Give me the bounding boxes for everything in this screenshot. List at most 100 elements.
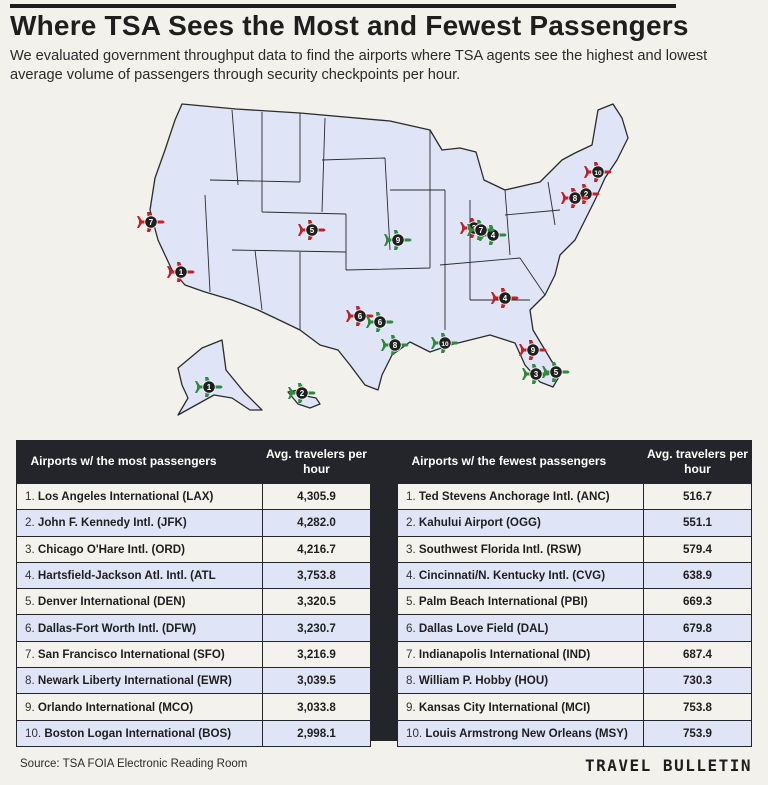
airport-name: San Francisco International (SFO) [37, 647, 225, 661]
fewest-travelers-value: 638.9 [643, 561, 752, 590]
airport-name: Dallas Love Field (DAL) [418, 621, 549, 635]
airport-marker-bos: 10 [584, 162, 612, 182]
rank-number: 6. [25, 621, 35, 635]
most-row: 9. Orlando International (MCO) 3,033.8 [16, 693, 371, 721]
rank-badge [391, 233, 405, 247]
fewest-row: 10. Louis Armstrong New Orleans (MSY) 753… [397, 719, 752, 747]
fewest-travelers-value: 579.4 [643, 535, 752, 563]
rank-badge [498, 291, 512, 305]
most-airport-cell: 2. John F. Kennedy Intl. (JFK) [16, 509, 263, 537]
most-travelers-value: 3,230.7 [262, 614, 371, 642]
page-subtitle: We evaluated government throughput data … [10, 48, 708, 83]
us-airport-map: 1234567891012345678910 [137, 103, 629, 416]
rank-label: 8 [573, 194, 578, 203]
most-airport-cell: 3. Chicago O'Hare Intl. (ORD) [16, 535, 263, 563]
rank-badge [529, 367, 543, 381]
fewest-header-name: Airports w/ the fewest passengers [397, 440, 644, 484]
airport-name: Palm Beach International (PBI) [418, 595, 588, 609]
rank-number: 10. [25, 726, 42, 740]
rank-badge [144, 215, 158, 229]
airport-marker-sfo: 7 [137, 212, 165, 232]
airport-marker-mci: 9 [384, 230, 412, 250]
most-travelers-value: 2,998.1 [262, 719, 371, 747]
most-travelers-value: 3,039.5 [262, 667, 371, 695]
airport-marker-msy: 10 [431, 333, 459, 353]
most-row: 7. San Francisco International (SFO) 3,21… [16, 640, 371, 669]
fewest-airport-cell: 3. Southwest Florida Intl. (RSW) [397, 535, 644, 563]
airport-name: Denver International (DEN) [37, 595, 186, 609]
fewest-travelers-value: 669.3 [643, 588, 752, 616]
most-airport-cell: 9. Orlando International (MCO) [16, 693, 263, 721]
rank-number: 4. [406, 569, 416, 583]
fewest-travelers-value: 551.1 [643, 509, 752, 537]
airport-name: Dallas-Fort Worth Intl. (DFW) [37, 621, 197, 635]
rank-label: 4 [503, 294, 508, 303]
title-rule [10, 4, 676, 8]
source-note: Source: TSA FOIA Electronic Reading Room [20, 758, 248, 770]
most-airport-cell: 4. Hartsfield-Jackson Atl. Intl. (ATL [16, 561, 263, 590]
rank-label: 10 [441, 341, 449, 348]
fewest-row: 4. Cincinnati/N. Kentucky Intl. (CVG) 638… [397, 561, 752, 590]
most-header-name: Airports w/ the most passengers [16, 440, 263, 484]
rank-label: 9 [531, 346, 536, 355]
fewest-airport-cell: 8. William P. Hobby (HOU) [397, 667, 644, 695]
rank-label: 6 [378, 318, 383, 327]
rank-badge [474, 223, 488, 237]
rank-label: 1 [207, 383, 212, 392]
fewest-airport-cell: 9. Kansas City International (MCI) [397, 693, 644, 721]
fewest-header-value: Avg. travelers per hour [643, 440, 752, 484]
rank-label: 7 [479, 226, 484, 235]
rank-number: 1. [25, 490, 35, 504]
airport-name: Chicago O'Hare Intl. (ORD) [37, 542, 185, 556]
rank-badge [438, 336, 452, 350]
alaska-shape [177, 339, 263, 416]
fewest-travelers-value: 753.8 [643, 693, 752, 721]
rankings-tables: Airports w/ the most passengers Avg. tra… [16, 440, 752, 747]
airport-marker-atl: 4 [491, 288, 519, 308]
airport-marker-den: 5 [298, 220, 326, 240]
fewest-row: 1. Ted Stevens Anchorage Intl. (ANC) 516.… [397, 482, 752, 511]
fewest-row: 7. Indianapolis International (IND) 687.4 [397, 640, 752, 669]
rank-label: 2 [300, 389, 305, 398]
airport-marker-mco: 9 [519, 340, 547, 360]
most-travelers-value: 3,216.9 [262, 640, 371, 669]
rank-badge [388, 338, 402, 352]
most-row: 6. Dallas-Fort Worth Intl. (DFW) 3,230.7 [16, 614, 371, 642]
rank-badge [568, 191, 582, 205]
airport-name: Boston Logan International (BOS) [44, 726, 232, 740]
rank-label: 5 [554, 368, 559, 377]
most-travelers-value: 4,216.7 [262, 535, 371, 563]
most-row: 3. Chicago O'Hare Intl. (ORD) 4,216.7 [16, 535, 371, 563]
airport-name: John F. Kennedy Intl. (JFK) [37, 516, 187, 530]
rank-number: 6. [406, 621, 416, 635]
airport-name: Kansas City International (MCI) [418, 700, 591, 714]
most-airport-cell: 6. Dallas-Fort Worth Intl. (DFW) [16, 614, 263, 642]
rank-badge [549, 365, 563, 379]
rank-label: 1 [179, 268, 184, 277]
rank-badge [202, 380, 216, 394]
airport-marker-rsw: 3 [522, 364, 550, 384]
most-row: 5. Denver International (DEN) 3,320.5 [16, 588, 371, 616]
airport-name: Kahului Airport (OGG) [418, 516, 541, 530]
fewest-row: 2. Kahului Airport (OGG) 551.1 [397, 509, 752, 537]
fewest-row: 8. William P. Hobby (HOU) 730.3 [397, 667, 752, 695]
rank-number: 7. [406, 647, 416, 661]
airport-name: Southwest Florida Intl. (RSW) [418, 542, 582, 556]
rank-number: 9. [25, 700, 35, 714]
rank-label: 3 [534, 370, 539, 379]
fewest-row: 3. Southwest Florida Intl. (RSW) 579.4 [397, 535, 752, 563]
airport-marker-dal: 6 [366, 312, 394, 332]
most-airport-cell: 5. Denver International (DEN) [16, 588, 263, 616]
rank-label: 6 [358, 312, 363, 321]
rank-number: 9. [406, 700, 416, 714]
most-airport-cell: 8. Newark Liberty International (EWR) [16, 667, 263, 695]
most-airport-cell: 7. San Francisco International (SFO) [16, 640, 263, 669]
rank-label: 9 [396, 236, 401, 245]
most-travelers-value: 3,753.8 [262, 561, 371, 590]
fewest-travelers-value: 730.3 [643, 667, 752, 695]
rank-number: 4. [25, 569, 35, 583]
rank-number: 2. [406, 516, 416, 530]
fewest-airport-cell: 6. Dallas Love Field (DAL) [397, 614, 644, 642]
airport-marker-lax: 1 [167, 262, 195, 282]
fewest-passengers-table: Airports w/ the fewest passengers Avg. t… [397, 440, 752, 747]
